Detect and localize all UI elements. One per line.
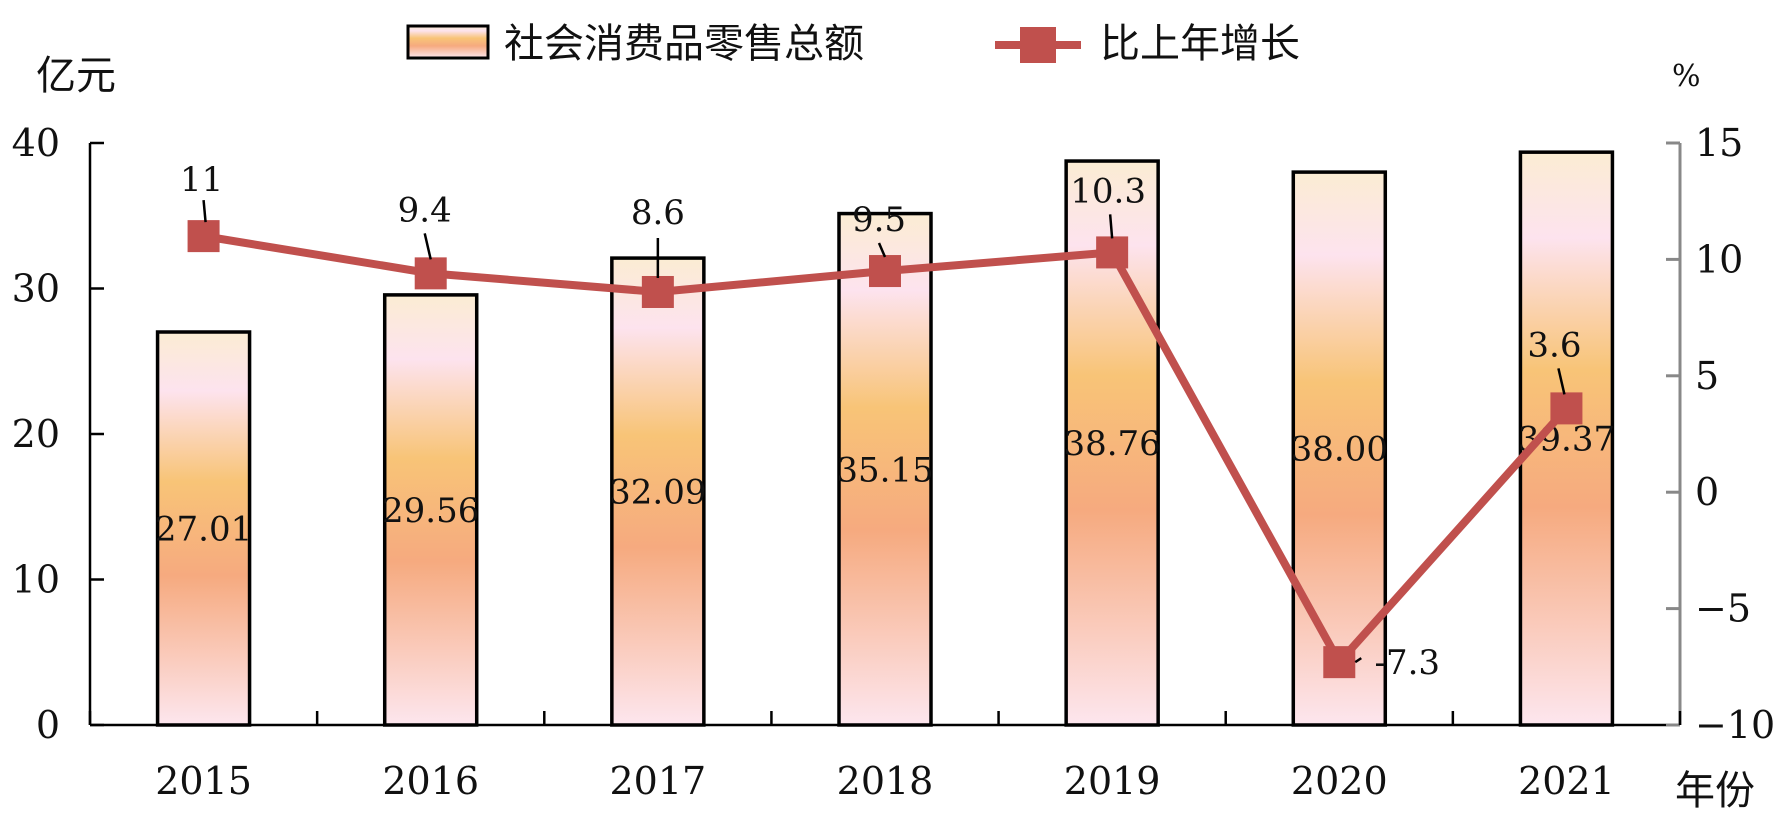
right-axis-ticks: −10 −5 0 5 10 15 — [1666, 121, 1775, 747]
growth-marker — [641, 275, 674, 308]
x-axis-ticks: 2015 2016 2017 2018 2019 2020 2021 — [88, 711, 1682, 803]
line-series — [187, 220, 1583, 679]
bar-value-label: 38.76 — [1063, 424, 1160, 464]
x-tick-label: 2019 — [1064, 759, 1161, 803]
legend: 社会消费品零售总额 比上年增长 — [406, 21, 1300, 67]
bar — [837, 211, 933, 727]
right-tick-label: −10 — [1695, 703, 1775, 747]
left-tick-label: 30 — [12, 267, 60, 311]
growth-label-leader — [1354, 657, 1362, 664]
growth-value-label: 8.6 — [631, 193, 685, 233]
right-tick-label: 5 — [1695, 354, 1719, 398]
growth-marker — [1096, 236, 1129, 269]
growth-label-leader — [877, 242, 887, 258]
legend-bar-label: 社会消费品零售总额 — [504, 21, 864, 67]
left-tick-label: 0 — [36, 703, 60, 747]
growth-label-leader — [423, 233, 432, 260]
legend-line-marker — [1020, 27, 1056, 63]
right-tick-label: 15 — [1695, 121, 1743, 165]
y-left-axis-title: 亿元 — [36, 53, 116, 99]
growth-value-label: 9.4 — [398, 190, 452, 230]
x-tick-label: 2020 — [1291, 759, 1388, 803]
bar-value-label: 32.09 — [609, 473, 706, 513]
right-tick-label: 0 — [1695, 470, 1719, 514]
growth-marker — [869, 255, 901, 288]
growth-label-leader — [1557, 368, 1566, 395]
x-tick-label: 2017 — [609, 759, 706, 803]
growth-value-label: 9.5 — [852, 200, 906, 240]
bar — [155, 330, 252, 727]
x-tick-label: 2016 — [382, 759, 479, 803]
growth-marker — [414, 257, 447, 290]
growth-value-label: -7.3 — [1375, 643, 1441, 683]
growth-label-leader — [202, 200, 207, 223]
left-tick-label: 40 — [12, 121, 60, 165]
growth-marker — [187, 220, 220, 253]
growth-value-label: 11 — [180, 160, 223, 200]
left-tick-label: 10 — [12, 558, 60, 602]
left-tick-label: 20 — [12, 412, 60, 456]
x-tick-label: 2021 — [1518, 759, 1615, 803]
x-tick-label: 2018 — [837, 759, 934, 803]
bar-value-label: 38.00 — [1291, 430, 1388, 470]
growth-label-leader — [1108, 214, 1114, 239]
bar-data-labels: 27.01 29.56 32.09 35.15 38.76 38.00 39.37 — [155, 420, 1615, 550]
growth-value-label: 3.6 — [1527, 325, 1581, 365]
growth-marker — [1323, 646, 1356, 679]
bar — [382, 293, 479, 727]
bar-value-label: 35.15 — [836, 450, 933, 490]
growth-marker — [1550, 392, 1583, 425]
bar-value-label: 39.37 — [1518, 420, 1615, 460]
bar — [610, 256, 706, 727]
line-data-labels: 11 9.4 8.6 9.5 10.3 -7.3 3.6 — [180, 160, 1582, 683]
x-tick-label: 2015 — [155, 759, 252, 803]
bar-value-label: 29.56 — [382, 491, 479, 531]
right-tick-label: −5 — [1695, 587, 1751, 631]
bar-value-label: 27.01 — [155, 510, 252, 550]
left-axis-ticks: 0 10 20 30 40 — [12, 121, 104, 747]
legend-bar-swatch — [406, 24, 490, 60]
growth-value-label: 10.3 — [1070, 171, 1146, 211]
y-right-axis-title: % — [1672, 59, 1701, 94]
right-tick-label: 10 — [1695, 237, 1743, 281]
legend-line-label: 比上年增长 — [1100, 21, 1300, 67]
x-axis-title: 年份 — [1675, 768, 1755, 814]
